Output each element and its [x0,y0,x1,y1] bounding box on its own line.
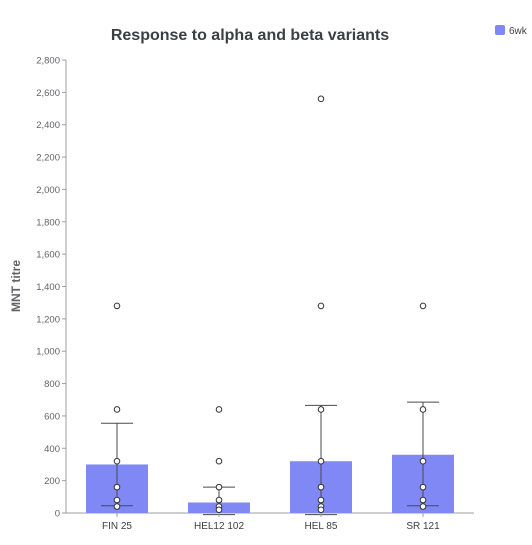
x-tick-label: HEL 85 [305,521,338,532]
y-tick-label: 1,600 [36,250,60,261]
legend-swatch [495,25,505,35]
data-point [419,457,427,465]
chart-title: Response to alpha and beta variants [111,27,389,44]
data-point [317,506,325,514]
legend-label: 6wk [509,26,528,37]
plot-area: 0 200 400 600 800 1,000 1,200 1,400 1,600 1,800 2,… [36,56,474,532]
y-tick-label: 2,000 [36,185,60,196]
data-point [215,457,223,465]
data-point [317,457,325,465]
data-point [317,406,325,413]
y-tick-label: 1,200 [36,314,60,325]
data-point [215,496,223,504]
y-axis-label: MNT titre [9,260,23,312]
x-tick-label: SR 121 [406,521,440,532]
y-tick-label: 0 [55,509,60,520]
data-point [317,302,325,310]
data-point [317,483,325,491]
data-point [113,496,121,504]
data-point [419,302,427,310]
data-point [419,483,427,491]
y-tick-label: 1,000 [36,347,60,358]
data-point [113,302,121,310]
data-point [419,406,427,413]
data-point [113,483,121,491]
data-point [113,503,121,510]
y-tick-label: 2,600 [36,88,60,99]
data-point [215,483,223,491]
data-point [113,406,121,413]
data-point [317,496,325,504]
data-point [419,503,427,510]
y-tick-label: 800 [44,379,60,390]
x-tick-label: FIN 25 [102,521,132,532]
y-tick-label: 2,400 [36,120,60,131]
legend: 6wk [495,25,528,37]
data-point [215,506,223,514]
y-tick-label: 2,200 [36,153,60,164]
y-tick-label: 1,400 [36,282,60,293]
x-tick-label: HEL12 102 [194,521,244,532]
data-point [215,406,223,413]
data-point [419,496,427,504]
data-point [317,95,325,103]
y-tick-label: 400 [44,444,60,455]
y-tick-label: 600 [44,411,60,422]
y-tick-label: 1,800 [36,217,60,228]
y-tick-label: 2,800 [36,56,60,67]
y-tick-label: 200 [44,476,60,487]
data-point [113,457,121,465]
